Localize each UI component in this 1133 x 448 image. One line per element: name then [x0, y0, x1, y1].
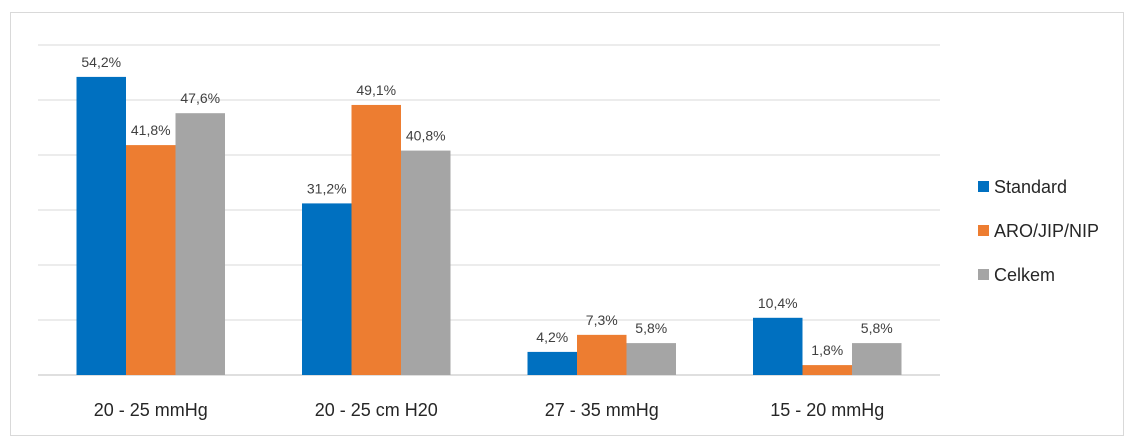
legend-label: ARO/JIP/NIP	[994, 221, 1099, 241]
bar	[802, 365, 852, 375]
data-label: 4,2%	[536, 329, 568, 345]
legend: Standard ARO/JIP/NIP Celkem	[978, 177, 1099, 285]
bar	[126, 145, 176, 375]
bar	[626, 343, 676, 375]
bar	[753, 317, 803, 375]
data-label: 5,8%	[635, 320, 667, 336]
bar	[401, 150, 451, 375]
bar	[527, 351, 577, 375]
category-label: 20 - 25 mmHg	[94, 400, 208, 420]
legend-label: Standard	[994, 177, 1067, 197]
data-label: 49,1%	[356, 82, 396, 98]
bar	[577, 334, 627, 375]
data-label: 5,8%	[861, 320, 893, 336]
data-label: 10,4%	[758, 295, 798, 311]
bar	[852, 343, 902, 375]
bar	[302, 203, 352, 375]
data-label: 31,2%	[307, 180, 347, 196]
legend-swatch	[978, 181, 989, 192]
data-label: 7,3%	[586, 312, 618, 328]
category-label: 15 - 20 mmHg	[770, 400, 884, 420]
category-labels: 20 - 25 mmHg 20 - 25 cm H20 27 - 35 mmHg 15…	[94, 400, 885, 420]
data-label: 54,2%	[81, 54, 121, 70]
data-label: 47,6%	[180, 90, 220, 106]
bar	[76, 76, 126, 376]
category-label: 20 - 25 cm H20	[315, 400, 438, 420]
data-label: 41,8%	[131, 122, 171, 138]
bars	[76, 76, 902, 376]
data-labels: 54,2% 41,8% 47,6% 31,2% 49,1% 40,8% 4,2% 7,3% 5,…	[81, 54, 892, 358]
category-label: 27 - 35 mmHg	[545, 400, 659, 420]
legend-swatch	[978, 269, 989, 280]
legend-label: Celkem	[994, 265, 1055, 285]
legend-swatch	[978, 225, 989, 236]
bar	[175, 113, 225, 375]
bar	[351, 104, 401, 375]
data-label: 40,8%	[406, 128, 446, 144]
data-label: 1,8%	[811, 342, 843, 358]
